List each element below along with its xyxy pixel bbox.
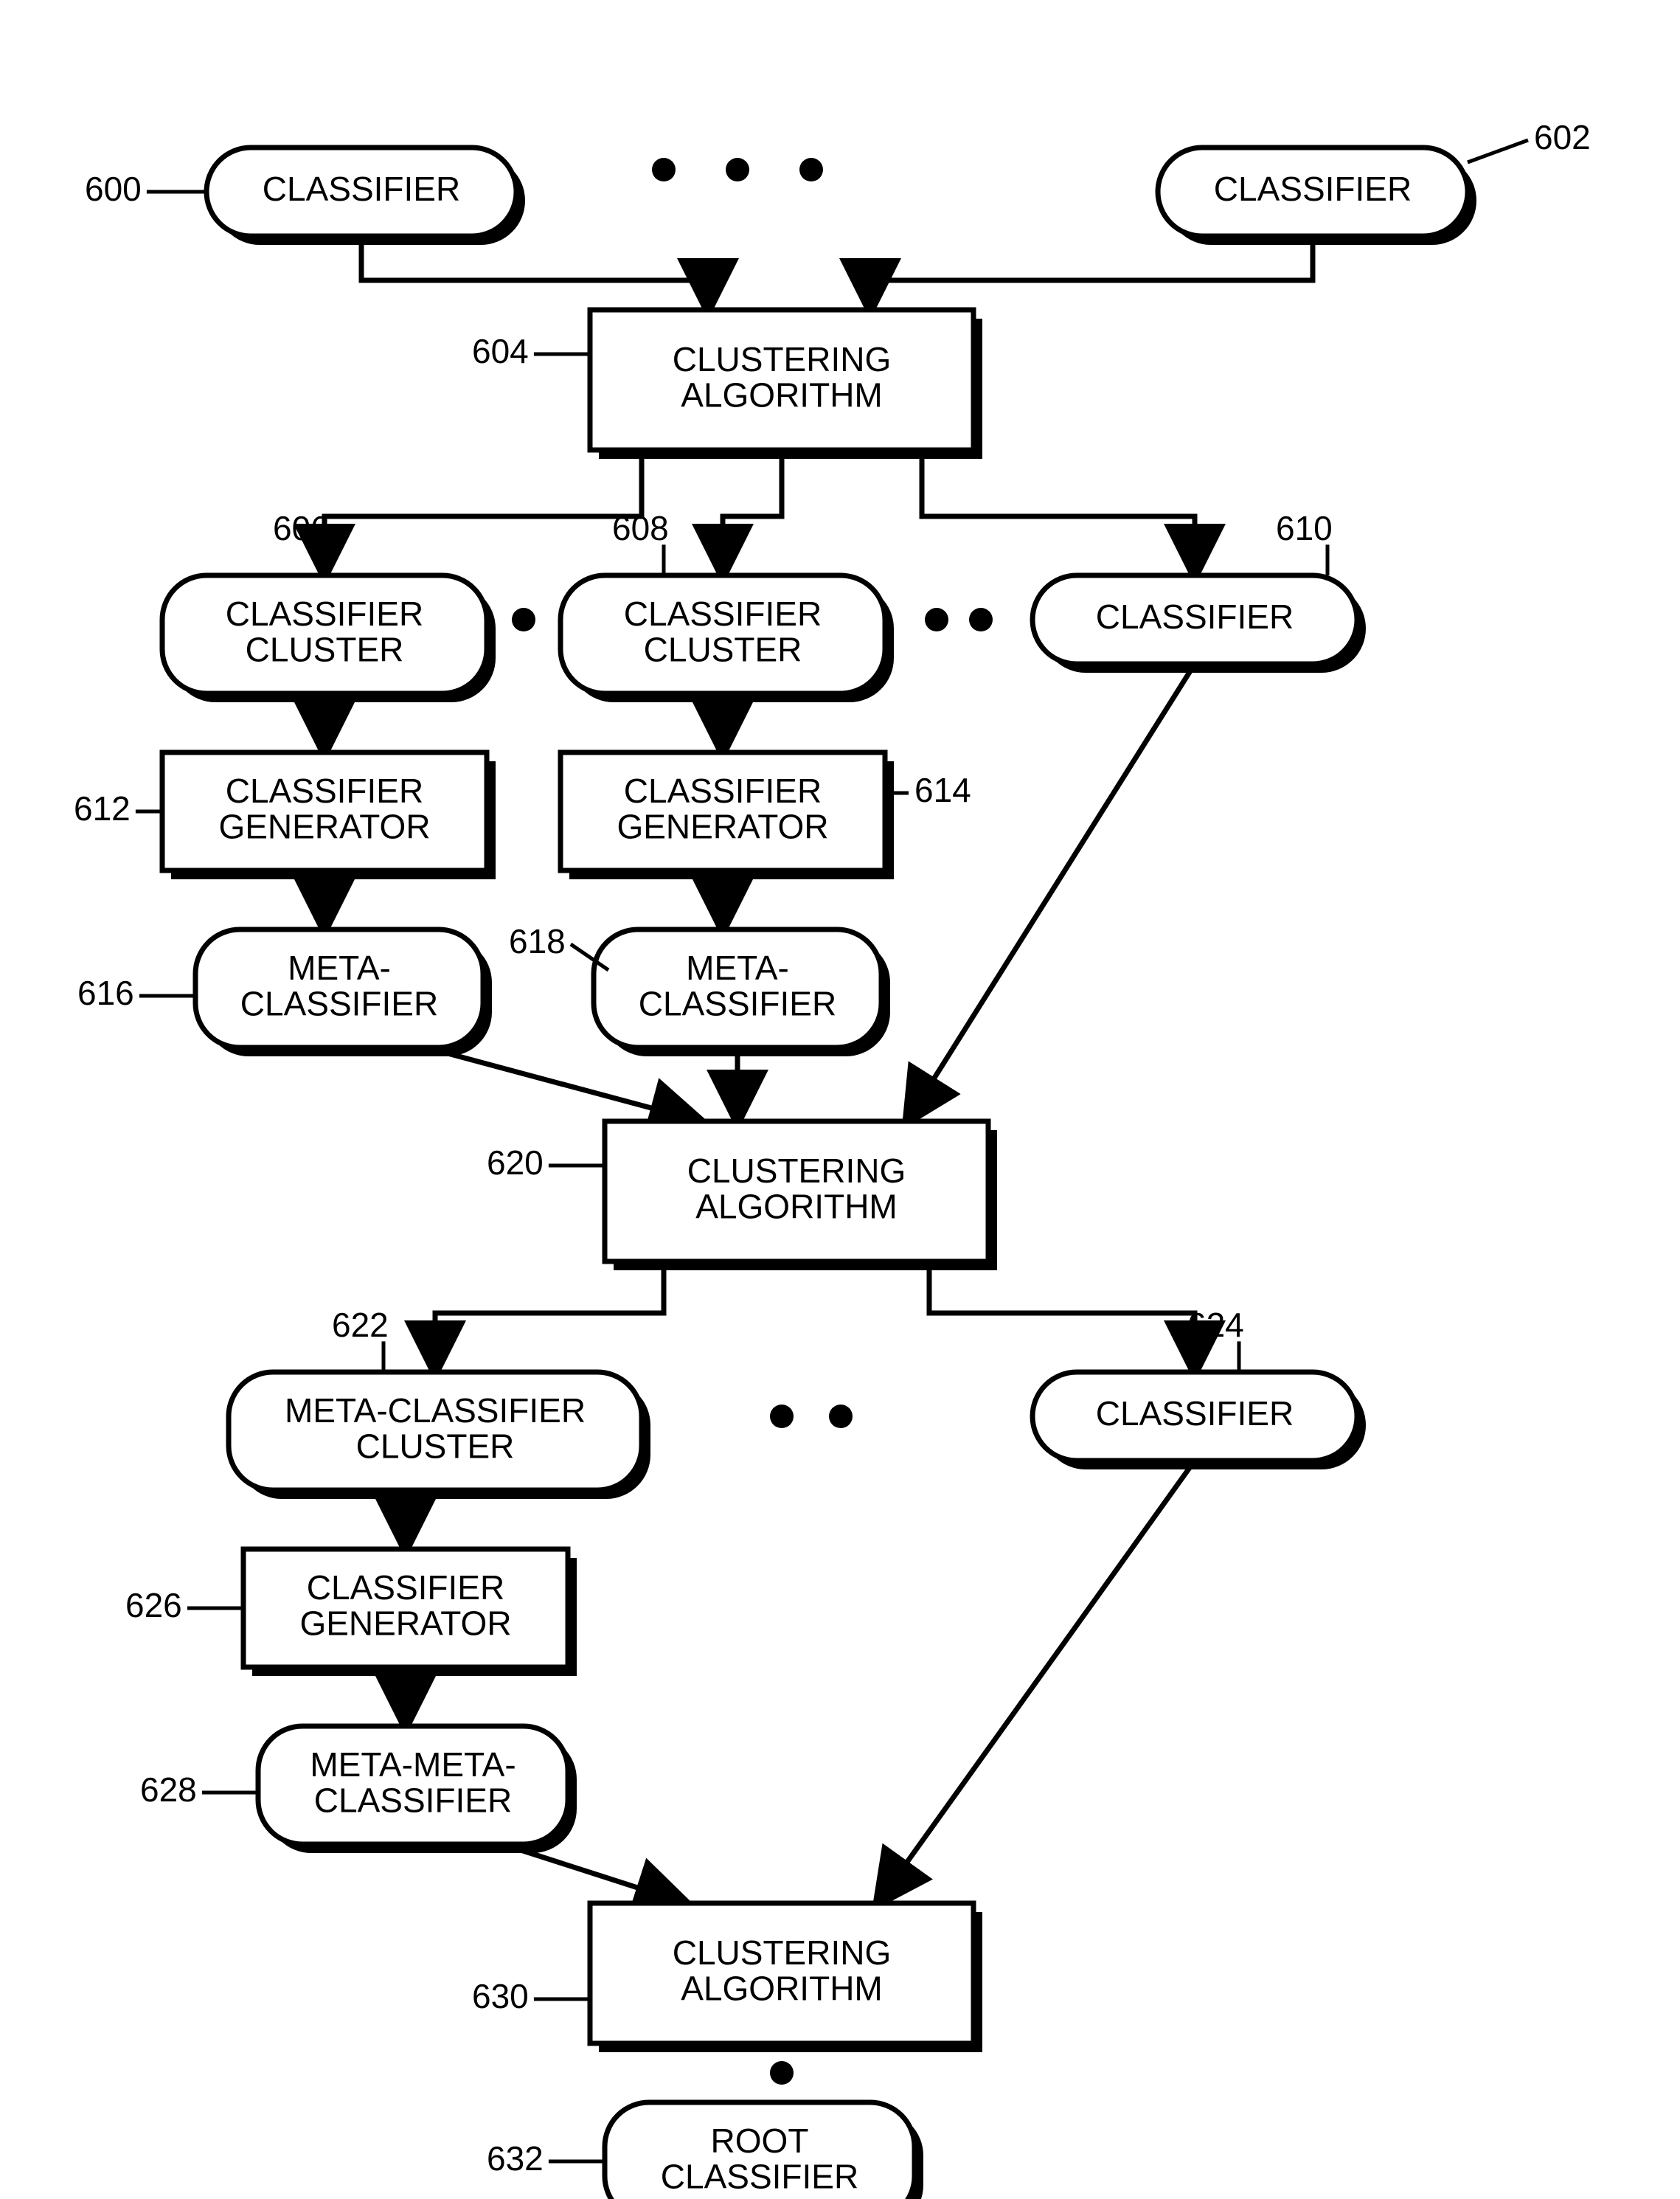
flow-node-label: CLASSIFIER [639, 984, 836, 1022]
flow-node-label: CLASSIFIER [1096, 598, 1294, 636]
ref-label: 620 [487, 1143, 544, 1182]
ref-label: 626 [125, 1586, 182, 1624]
ref-label: 600 [85, 170, 142, 208]
flow-edge [435, 1261, 664, 1372]
flow-edge [324, 450, 642, 575]
ref-label: 610 [1276, 509, 1333, 547]
ref-label: 614 [914, 771, 971, 809]
ref-label: 628 [140, 1770, 197, 1809]
ref-label: 624 [1187, 1306, 1244, 1344]
flow-node-label: CLASSIFIER [226, 772, 423, 810]
ref-label: 632 [487, 2139, 544, 2178]
ellipsis-dot [829, 1405, 853, 1428]
ref-label: 612 [74, 789, 131, 828]
ref-label: 608 [612, 509, 669, 547]
ref-label: 622 [332, 1306, 389, 1344]
ellipsis-dot [512, 608, 535, 631]
ellipsis-dot [799, 158, 823, 181]
flow-node-label: ALGORITHM [681, 1969, 882, 2007]
flow-node-label: CLASSIFIER [226, 595, 423, 633]
flow-edge [907, 664, 1195, 1121]
ellipsis-dot [652, 158, 676, 181]
ref-label: 602 [1534, 118, 1591, 156]
flow-node-label: CLASSIFIER [307, 1568, 504, 1607]
ref-label: 618 [509, 922, 566, 960]
flow-node-label: CLASSIFIER [624, 772, 822, 810]
ellipsis-dot [770, 2061, 794, 2085]
ref-label: 630 [472, 1977, 529, 2015]
flow-node-label: CLUSTERING [673, 340, 891, 378]
flow-node-label: CLASSIFIER [240, 984, 438, 1022]
ellipsis-dot [770, 1405, 794, 1428]
flow-node-label: CLASSIFIER [1214, 170, 1412, 208]
flow-node-label: CLUSTER [356, 1427, 515, 1465]
flow-node-label: ALGORITHM [681, 375, 882, 414]
flow-edge [878, 1461, 1195, 1903]
flowchart-canvas: CLASSIFIERCLASSIFIERCLUSTERINGALGORITHMC… [0, 0, 1680, 2199]
ref-tick [1468, 140, 1528, 162]
flow-node-label: CLUSTERING [673, 1933, 891, 1972]
flow-node-label: GENERATOR [617, 807, 828, 845]
flow-node-label: CLUSTER [644, 630, 802, 668]
flow-node-label: CLASSIFIER [314, 1781, 512, 1819]
flow-node-label: META-CLASSIFIER [285, 1391, 586, 1430]
ref-label: 616 [77, 974, 134, 1012]
ellipsis-dot [925, 608, 948, 631]
flow-node-label: CLUSTER [246, 630, 404, 668]
flow-node-label: ALGORITHM [695, 1187, 897, 1225]
flow-node-label: CLASSIFIER [661, 2157, 858, 2195]
flow-edge [922, 450, 1195, 575]
flow-edge [929, 1261, 1195, 1372]
flow-node-label: GENERATOR [218, 807, 430, 845]
flow-node-label: CLUSTERING [687, 1152, 906, 1190]
flow-node-label: META- [288, 949, 391, 987]
flow-edge [723, 450, 782, 575]
flow-node-label: GENERATOR [299, 1604, 511, 1642]
flow-node-label: CLASSIFIER [263, 170, 460, 208]
flow-node-label: META-META- [310, 1745, 516, 1784]
flow-node-label: ROOT [711, 2122, 809, 2160]
ref-label: 604 [472, 332, 529, 370]
flow-node-label: META- [686, 949, 789, 987]
ellipsis-dot [726, 158, 749, 181]
ref-label: 606 [273, 509, 330, 547]
flow-node-label: CLASSIFIER [624, 595, 822, 633]
flow-node-label: CLASSIFIER [1096, 1394, 1294, 1433]
ellipsis-dot [969, 608, 993, 631]
